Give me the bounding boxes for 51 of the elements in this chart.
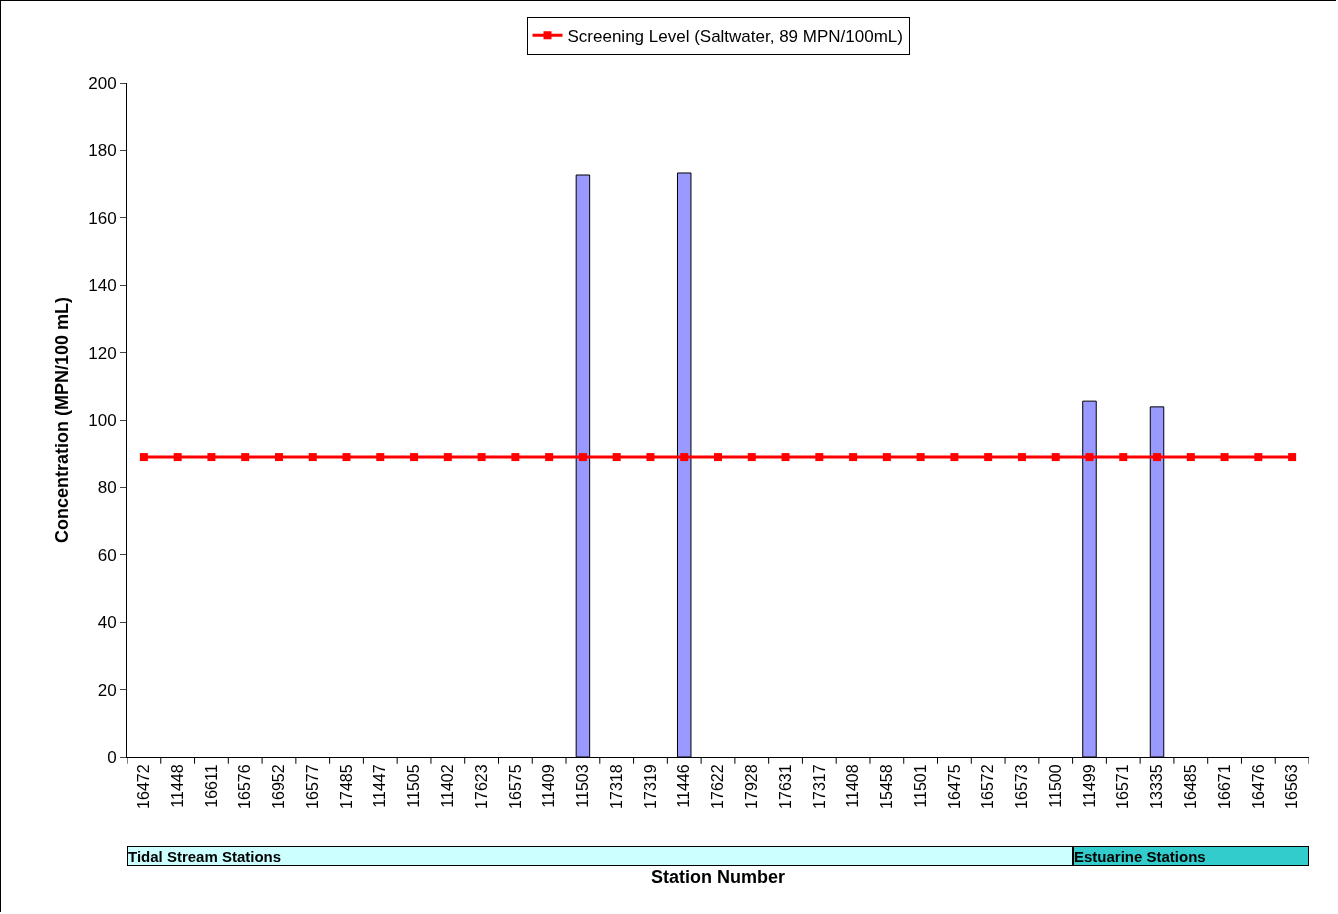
x-tick-label: 17485: [337, 764, 355, 809]
x-tick-label: 11409: [540, 764, 558, 808]
x-tick-label: 16476: [1249, 764, 1267, 809]
x-tick-label: 11499: [1080, 764, 1098, 808]
x-tick-label: 16611: [202, 764, 220, 808]
x-tick-label: 17928: [742, 764, 760, 809]
x-tick-label: 17622: [709, 764, 727, 809]
text: Estuarine Stations: [1074, 847, 1206, 865]
x-tick-label: 13335: [1148, 764, 1166, 809]
y-tick-label: 160: [88, 208, 117, 228]
y-tick-label: 0: [107, 747, 117, 767]
x-tick-label: 11448: [168, 764, 186, 808]
x-tick-label: 16576: [236, 764, 254, 809]
x-tick-label: 11503: [574, 764, 592, 808]
x-tick-label: 16671: [1215, 764, 1233, 809]
y-tick-label: 40: [97, 613, 117, 633]
y-tick-label: 120: [88, 343, 117, 363]
x-tick-label: 16572: [979, 764, 997, 809]
x-tick-label: 11500: [1046, 764, 1064, 808]
x-tick-label: 16563: [1283, 764, 1301, 809]
x-tick-label: 16571: [1114, 764, 1132, 809]
x-axis-title: Station Number: [650, 867, 786, 887]
x-tick-label: 11501: [911, 764, 929, 808]
text: Tidal Stream Stations: [128, 847, 282, 865]
x-tick-label: 15458: [878, 764, 896, 809]
x-tick-label: 11447: [371, 764, 389, 808]
y-tick-label: 180: [88, 141, 117, 161]
x-tick-label: 16575: [506, 764, 524, 809]
y-tick-label: 60: [97, 545, 117, 565]
y-tick-label: 100: [88, 410, 117, 430]
x-tick-label: 16475: [945, 764, 963, 809]
x-tick-label: 11446: [675, 764, 693, 808]
x-tick-label: 16573: [1013, 764, 1031, 809]
x-tick-label: 17317: [810, 764, 828, 809]
x-tick-label: 17631: [776, 764, 794, 809]
y-tick-label: 140: [88, 276, 117, 296]
y-tick-label: 20: [97, 680, 117, 700]
x-tick-label: 17318: [607, 764, 625, 809]
y-tick-label: 80: [97, 478, 117, 498]
y-axis-title: Concentration (MPN/100 mL): [52, 296, 73, 544]
x-tick-label: 11408: [844, 764, 862, 808]
x-tick-label: 16952: [270, 764, 288, 809]
x-tick-label: 16577: [303, 764, 321, 809]
x-tick-label: 17623: [472, 764, 490, 809]
x-tick-label: 11505: [405, 764, 423, 808]
legend-label: Screening Level (Saltwater, 89 MPN/100mL): [567, 27, 903, 46]
x-tick-label: 11402: [439, 764, 457, 808]
y-tick-label: 200: [88, 73, 117, 93]
x-tick-label: 17319: [641, 764, 659, 809]
x-tick-label: 16472: [135, 764, 153, 809]
x-tick-label: 16485: [1182, 764, 1199, 809]
